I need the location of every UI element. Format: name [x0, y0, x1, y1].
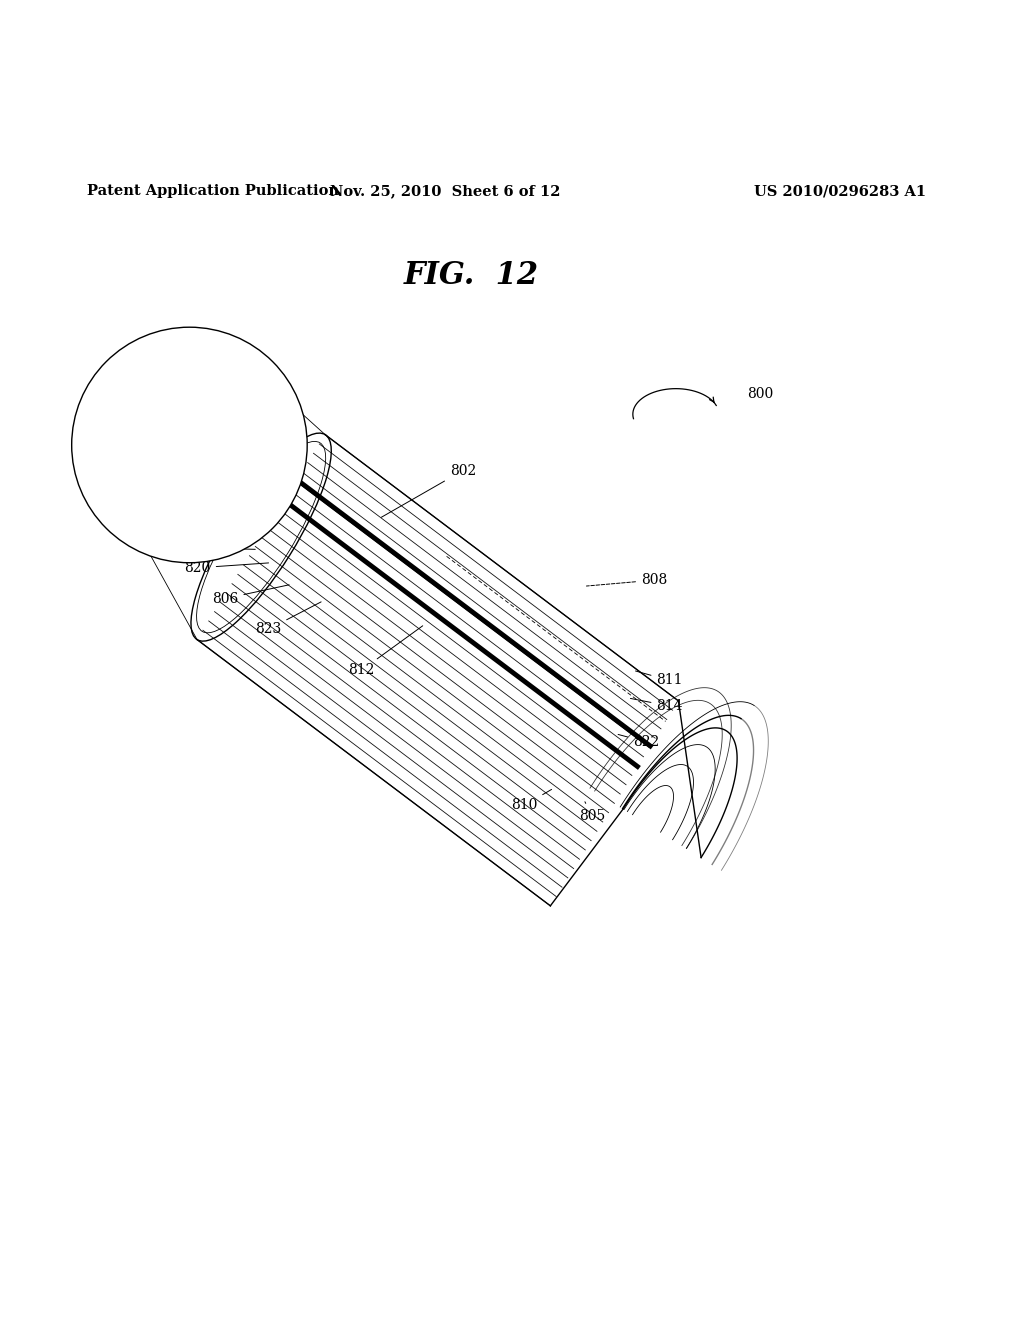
Text: 800: 800 — [748, 387, 774, 401]
Text: 805: 805 — [579, 801, 605, 822]
Text: 811: 811 — [636, 671, 683, 688]
Text: Nov. 25, 2010  Sheet 6 of 12: Nov. 25, 2010 Sheet 6 of 12 — [330, 183, 561, 198]
Text: US 2010/0296283 A1: US 2010/0296283 A1 — [754, 183, 926, 198]
Text: 802: 802 — [381, 463, 476, 517]
Text: 820: 820 — [184, 561, 268, 574]
Text: 812: 812 — [348, 626, 423, 677]
Text: 808: 808 — [587, 573, 668, 587]
Text: 823: 823 — [255, 602, 322, 636]
Text: 821: 821 — [166, 540, 255, 554]
Text: 806: 806 — [212, 585, 289, 606]
Circle shape — [72, 327, 307, 562]
Text: Patent Application Publication: Patent Application Publication — [87, 183, 339, 198]
Text: 810: 810 — [511, 789, 552, 812]
Text: 814: 814 — [631, 698, 683, 713]
Text: 822: 822 — [618, 734, 659, 748]
Text: FIG.  12: FIG. 12 — [403, 260, 539, 292]
Text: 804: 804 — [128, 411, 185, 442]
